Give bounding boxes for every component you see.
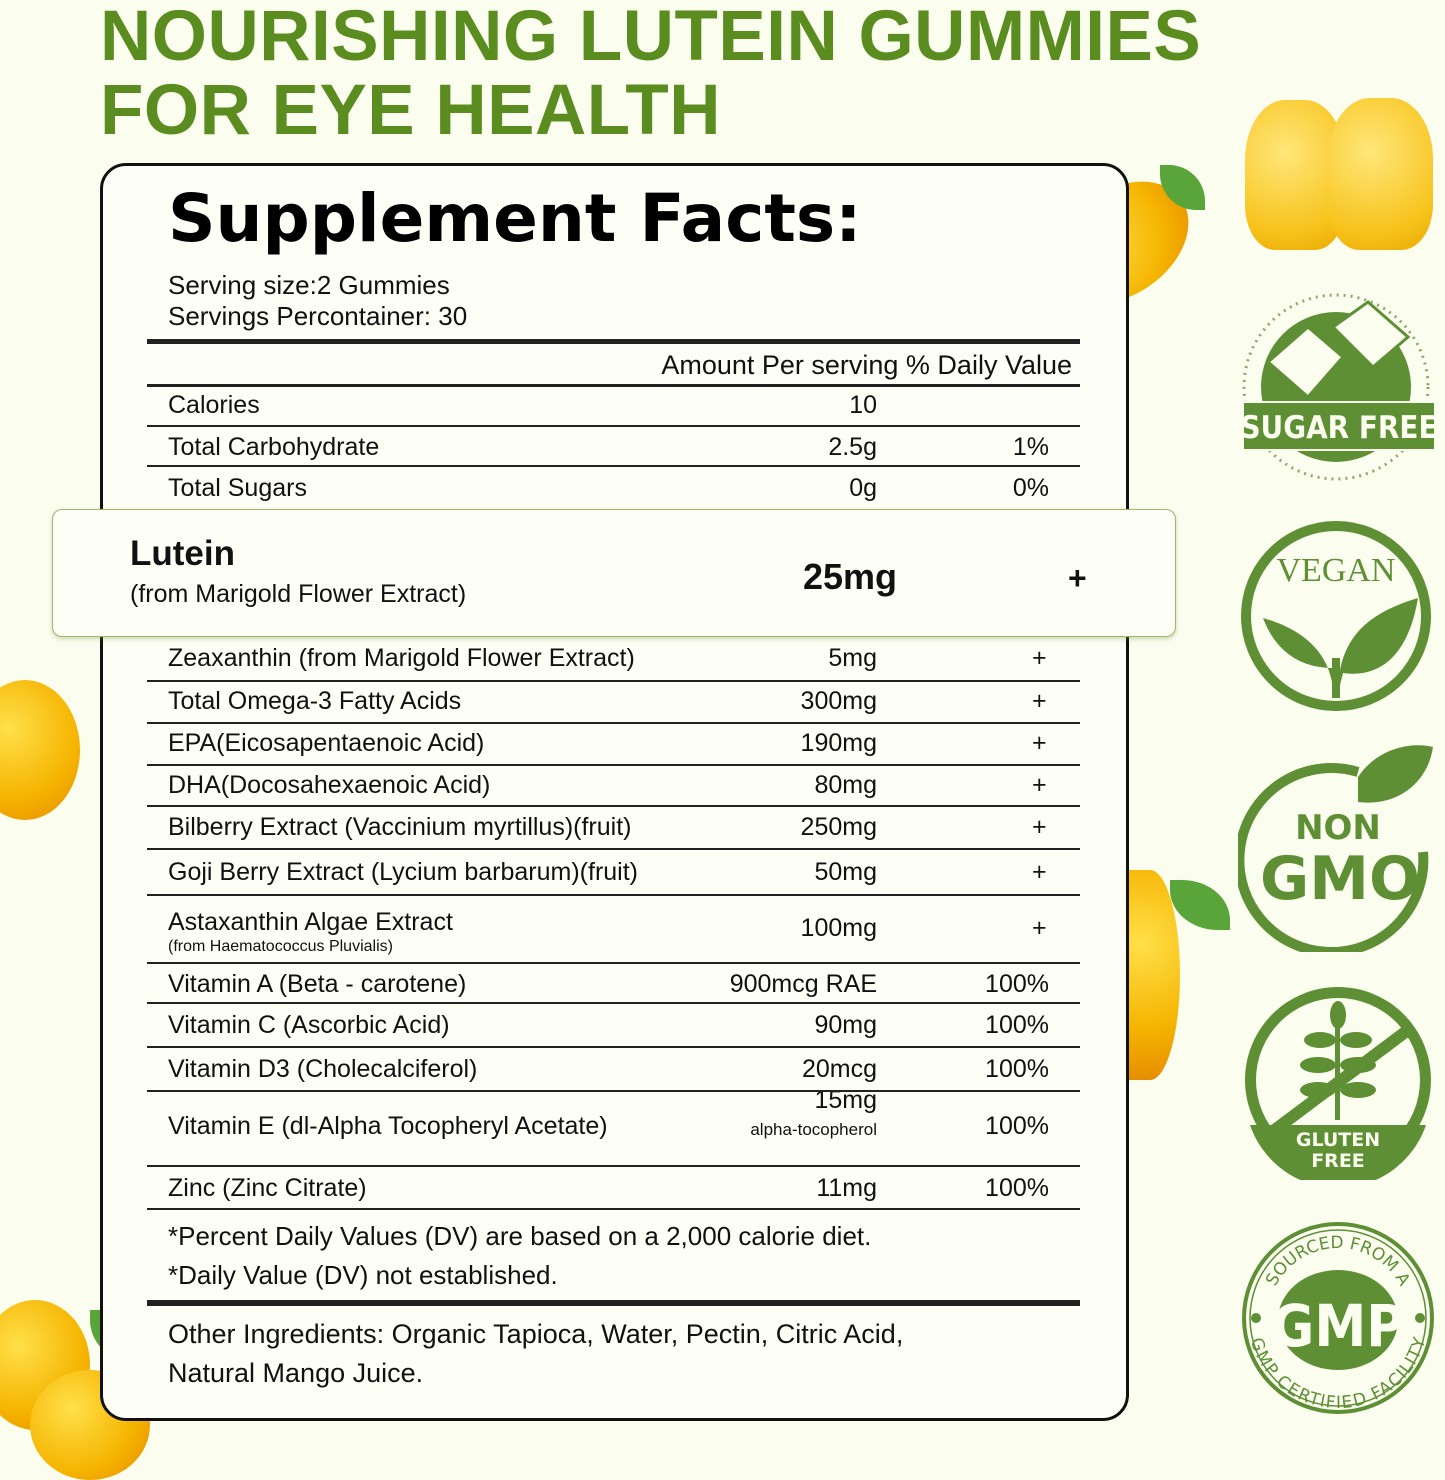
nutrient-amount: 900mcg RAE [729,970,877,998]
gluten-text: GLUTEN [1296,1129,1380,1151]
amount-note: alpha-tocopherol [750,1120,877,1139]
daily-value: 1% [1012,433,1049,461]
divider [147,1046,1080,1048]
free-text: FREE [1311,1150,1365,1172]
gummy-bear-image [1328,98,1433,250]
nutrient-name: EPA(Eicosapentaenoic Acid) [168,729,485,757]
nutrient-name: Zinc (Zinc Citrate) [168,1174,367,1202]
wheat-icon [1300,1001,1376,1120]
mango-image [1120,870,1180,1080]
nutrient-amount: 2.5g [828,433,877,461]
nutrient-amount: 90mg [814,1011,877,1039]
divider [147,894,1080,896]
non-gmo-badge: NON GMO [1238,745,1433,952]
mango-slice-image [0,680,80,820]
divider [147,722,1080,724]
lutein-highlight [52,509,1176,637]
nutrient-name: Total Carbohydrate [168,433,380,461]
lutein-name: Lutein [130,534,235,573]
leaf-image [1170,880,1230,930]
daily-value: 100% [985,1112,1049,1140]
nutrient-amount: 190mg [800,729,877,757]
divider [147,1165,1080,1167]
vegan-text: VEGAN [1277,552,1396,589]
divider [147,384,1080,387]
nutrient-source: (from Haematococcus Pluvialis) [168,938,393,955]
daily-value: 0% [1012,474,1049,502]
divider [147,1090,1080,1092]
nutrient-amount: 10 [849,391,877,419]
nutrient-amount: 50mg [814,858,877,886]
lutein-dv: + [1068,560,1087,596]
divider [147,1208,1080,1210]
footnote-not-established: *Daily Value (DV) not established. [168,1260,558,1290]
gmp-text: GMP [1272,1292,1405,1360]
facts-title: Supplement Facts: [168,180,862,257]
daily-value: 100% [985,970,1049,998]
daily-value: + [1032,858,1047,886]
footnote-dv: *Percent Daily Values (DV) are based on … [168,1221,872,1251]
sugar-cube-icon [1265,300,1411,400]
daily-value: + [1032,914,1047,942]
nutrient-amount: 100mg [800,914,877,942]
nutrient-amount: 5mg [828,644,877,672]
divider [147,1002,1080,1004]
divider [147,680,1080,682]
column-header: Amount Per serving % Daily Value [661,350,1072,380]
lutein-source: (from Marigold Flower Extract) [130,580,467,608]
nutrient-name: DHA(Docosahexaenoic Acid) [168,771,491,799]
nutrient-name: Bilberry Extract (Vaccinium myrtillus)(f… [168,813,632,841]
divider [147,339,1080,344]
lutein-amount: 25mg [803,556,898,597]
nutrient-amount: 0g [849,474,877,502]
nutrient-name: Calories [168,391,260,419]
daily-value: + [1032,644,1047,672]
nutrient-amount: 300mg [800,687,877,715]
divider [147,465,1080,467]
nutrient-name: Vitamin D3 (Cholecalciferol) [168,1055,478,1083]
other-ingredients-line-1: Other Ingredients: Organic Tapioca, Wate… [168,1319,904,1349]
gmp-badge: SOURCED FROM A GMP CERTIFIED FACILITY GM… [1242,1222,1434,1414]
divider [147,805,1080,807]
supplement-facts-panel [100,163,1129,1421]
daily-value: + [1032,771,1047,799]
nutrient-amount: 20mcg [801,1055,877,1083]
nutrient-amount: 250mg [800,813,877,841]
divider [147,1300,1080,1306]
nutrient-name: Goji Berry Extract (Lycium barbarum)(fru… [168,858,638,886]
headline: NOURISHING LUTEIN GUMMIES FOR EYE HEALTH [100,0,1201,148]
daily-value: 100% [985,1174,1049,1202]
sugar-free-text: SUGAR FREE [1240,410,1437,446]
non-text: NON [1295,808,1381,848]
nutrient-name: Zeaxanthin (from Marigold Flower Extract… [168,644,635,672]
nutrient-name: Astaxanthin Algae Extract [168,908,453,936]
sugar-free-badge: SUGAR FREE [1240,293,1438,481]
divider [147,425,1080,427]
nutrient-name: Vitamin E (dl-Alpha Tocopheryl Acetate) [168,1112,608,1140]
gluten-free-badge: GLUTEN FREE [1245,987,1431,1180]
divider [147,962,1080,964]
daily-value: + [1032,813,1047,841]
nutrient-name: Total Sugars [168,474,307,502]
serving-size: Serving size:2 Gummies [168,270,450,300]
divider [147,764,1080,766]
servings-per-container: Servings Percontainer: 30 [168,301,468,331]
daily-value: + [1032,729,1047,757]
gmo-text: GMO [1260,844,1420,914]
nutrient-name: Vitamin C (Ascorbic Acid) [168,1011,450,1039]
leaf-icon [1263,598,1418,698]
other-ingredients-line-2: Natural Mango Juice. [168,1358,424,1388]
divider [147,848,1080,850]
leaf-icon [1358,745,1433,803]
nutrient-name: Total Omega-3 Fatty Acids [168,687,462,715]
daily-value: 100% [985,1055,1049,1083]
daily-value: + [1032,687,1047,715]
vegan-badge: VEGAN [1241,521,1431,711]
nutrient-amount: 11mg [816,1174,877,1202]
daily-value: 100% [985,1011,1049,1039]
headline-line-2: FOR EYE HEALTH [100,71,722,150]
nutrient-name: Vitamin A (Beta - carotene) [168,970,467,998]
nutrient-amount: 80mg [814,771,877,799]
headline-line-1: NOURISHING LUTEIN GUMMIES [100,0,1202,76]
